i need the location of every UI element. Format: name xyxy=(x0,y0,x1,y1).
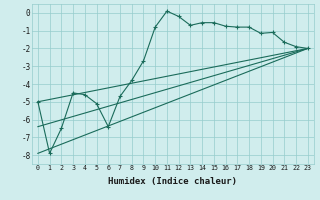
X-axis label: Humidex (Indice chaleur): Humidex (Indice chaleur) xyxy=(108,177,237,186)
